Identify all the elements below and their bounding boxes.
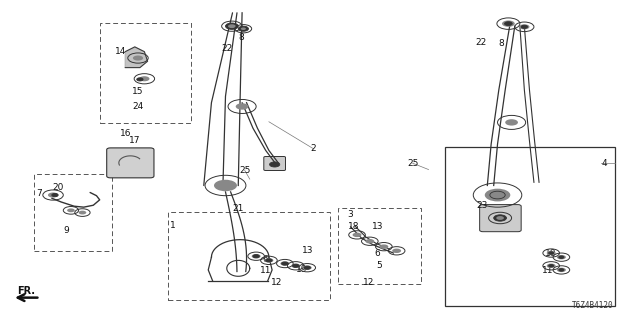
Circle shape [214, 180, 237, 191]
Text: 7: 7 [36, 189, 42, 198]
Circle shape [303, 266, 312, 270]
Text: 22: 22 [222, 44, 233, 53]
FancyBboxPatch shape [107, 148, 154, 178]
Circle shape [238, 26, 248, 31]
Text: 23: 23 [477, 201, 488, 210]
Text: 16: 16 [120, 129, 131, 138]
Circle shape [365, 239, 374, 244]
Circle shape [493, 215, 506, 221]
Circle shape [52, 194, 58, 197]
Circle shape [282, 262, 288, 265]
Circle shape [266, 259, 272, 262]
Circle shape [137, 78, 143, 81]
Circle shape [557, 268, 566, 272]
Text: 22: 22 [476, 38, 486, 47]
Text: 12: 12 [363, 278, 374, 287]
Text: 25: 25 [407, 159, 419, 168]
Circle shape [392, 249, 401, 253]
Text: 1: 1 [170, 221, 176, 230]
Circle shape [228, 24, 236, 28]
Text: 14: 14 [115, 47, 127, 56]
Text: 10: 10 [545, 250, 557, 259]
Text: 24: 24 [132, 102, 143, 111]
Text: 11: 11 [260, 266, 271, 276]
Text: 6: 6 [374, 250, 380, 259]
Circle shape [547, 264, 556, 268]
Circle shape [380, 244, 388, 249]
Circle shape [484, 189, 510, 201]
Circle shape [48, 193, 58, 197]
Circle shape [304, 266, 310, 269]
Circle shape [236, 103, 248, 110]
Text: 13: 13 [372, 222, 383, 231]
Text: 25: 25 [239, 166, 250, 175]
Text: 8: 8 [238, 33, 244, 42]
Circle shape [557, 255, 566, 260]
Circle shape [291, 264, 300, 268]
Circle shape [548, 252, 554, 254]
Circle shape [264, 258, 273, 263]
Circle shape [502, 20, 515, 27]
Text: 13: 13 [301, 246, 313, 255]
Text: 6: 6 [263, 255, 269, 264]
Circle shape [504, 22, 512, 26]
Text: 12: 12 [271, 278, 282, 287]
FancyBboxPatch shape [479, 204, 521, 232]
Circle shape [269, 162, 280, 167]
Bar [445, 147, 615, 306]
Circle shape [559, 269, 564, 271]
Circle shape [79, 211, 86, 214]
Circle shape [548, 265, 554, 267]
Text: 8: 8 [499, 39, 504, 48]
Text: 18: 18 [348, 222, 360, 231]
Circle shape [496, 216, 504, 220]
Bar [168, 212, 330, 300]
Text: 4: 4 [602, 159, 607, 168]
Text: 5: 5 [376, 261, 381, 270]
Circle shape [241, 28, 246, 30]
Circle shape [559, 256, 564, 259]
Circle shape [67, 208, 75, 212]
Circle shape [225, 23, 238, 29]
Text: 21: 21 [232, 204, 244, 213]
Bar [100, 23, 191, 123]
Circle shape [521, 25, 527, 28]
Text: 15: 15 [132, 87, 144, 96]
Circle shape [292, 264, 299, 268]
Bar [34, 174, 113, 251]
Text: 19: 19 [296, 265, 308, 274]
Bar [338, 208, 421, 284]
Circle shape [133, 55, 143, 60]
Circle shape [505, 119, 518, 125]
Circle shape [519, 24, 529, 29]
Text: T6Z4B4120: T6Z4B4120 [572, 301, 614, 310]
Text: 17: 17 [129, 136, 141, 145]
Circle shape [253, 255, 259, 258]
Circle shape [252, 254, 260, 259]
Text: 9: 9 [63, 226, 68, 235]
Circle shape [547, 251, 556, 255]
Polygon shape [125, 47, 148, 68]
FancyBboxPatch shape [264, 156, 285, 171]
Text: 20: 20 [52, 183, 64, 192]
Text: FR.: FR. [17, 286, 35, 296]
Circle shape [140, 76, 150, 81]
Text: 2: 2 [311, 144, 316, 153]
Text: 3: 3 [348, 210, 353, 219]
Text: 11: 11 [542, 266, 554, 276]
Circle shape [280, 261, 289, 266]
Circle shape [353, 233, 362, 237]
